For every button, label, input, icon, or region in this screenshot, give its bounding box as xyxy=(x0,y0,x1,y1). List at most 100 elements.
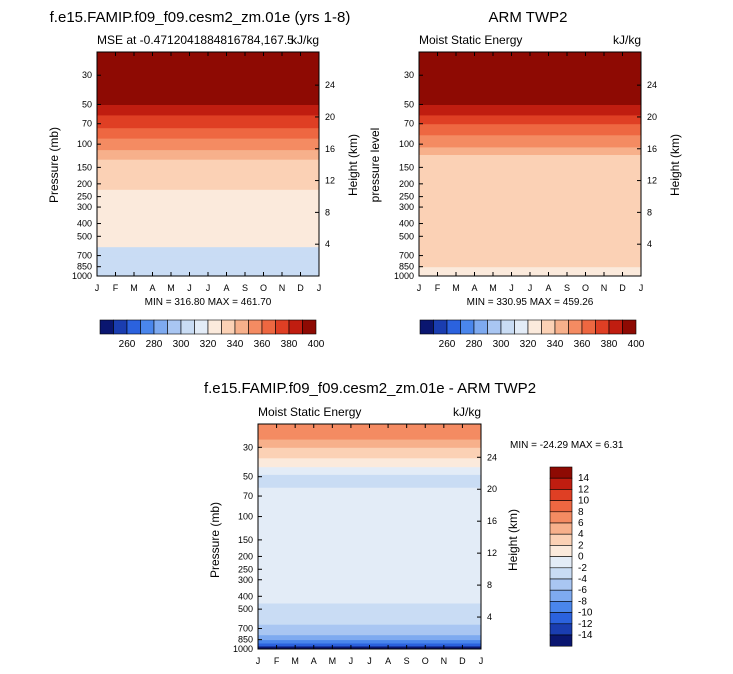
model-panel-minmax: MIN = 316.80 MAX = 461.70 xyxy=(145,297,272,308)
model-month-label: A xyxy=(223,283,229,293)
diff-month-label: J xyxy=(367,656,372,666)
diff-pressure-label: 1000 xyxy=(233,644,253,654)
model-month-label: A xyxy=(149,283,155,293)
colorbar-swatch xyxy=(126,319,141,335)
colorbar-label: -2 xyxy=(578,563,587,574)
obs-month-label: F xyxy=(435,283,441,293)
model-band-330 xyxy=(97,189,319,224)
obs-height-label: 16 xyxy=(647,144,657,154)
colorbar-swatch xyxy=(549,522,573,535)
model-pressure-label: 300 xyxy=(77,202,92,212)
model-band-350 xyxy=(97,149,319,160)
colorbar-swatch xyxy=(113,319,128,335)
model-band-310 xyxy=(97,246,319,257)
diff-band--12 xyxy=(258,642,481,647)
diff-band--4 xyxy=(258,603,481,625)
model-pressure-label: 400 xyxy=(77,219,92,229)
diff-panel-ylabel: Pressure (mb) xyxy=(208,502,222,578)
colorbar-label: 6 xyxy=(578,518,584,529)
colorbar-swatch xyxy=(99,319,114,335)
colorbar-label: 12 xyxy=(578,484,590,495)
obs-height-label: 24 xyxy=(647,80,657,90)
colorbar-swatch xyxy=(581,319,596,335)
model-panel-left-label: MSE at -0.4712041884816784,167.5 xyxy=(97,33,294,47)
colorbar-swatch xyxy=(207,319,222,335)
diff-band-4 xyxy=(258,439,481,448)
diff-band--8 xyxy=(258,634,481,641)
obs-height-label: 20 xyxy=(647,112,657,122)
diff-pressure-label: 850 xyxy=(238,635,253,645)
diff-pressure-label: 50 xyxy=(243,472,253,482)
diff-panel-y2label: Height (km) xyxy=(506,509,520,571)
diff-month-label: D xyxy=(459,656,466,666)
obs-band-350 xyxy=(419,146,641,155)
model-height-label: 4 xyxy=(325,239,330,249)
obs-month-label: A xyxy=(471,283,477,293)
model-height-label: 12 xyxy=(325,176,335,186)
obs-pressure-label: 300 xyxy=(399,202,414,212)
diff-month-label: M xyxy=(329,656,337,666)
obs-month-label: J xyxy=(639,283,644,293)
colorbar-swatch xyxy=(527,319,542,335)
colorbar-swatch xyxy=(608,319,623,335)
diff-pressure-label: 100 xyxy=(238,512,253,522)
colorbar-label: 340 xyxy=(547,339,564,350)
colorbar-label: -10 xyxy=(578,608,593,619)
colorbar-swatch xyxy=(549,556,573,569)
colorbar-swatch xyxy=(549,511,573,524)
colorbar-label: -12 xyxy=(578,619,593,630)
obs-month-label: O xyxy=(582,283,589,293)
colorbar-swatch xyxy=(549,477,573,490)
colorbar-swatch xyxy=(153,319,168,335)
diff-pressure-label: 70 xyxy=(243,491,253,501)
obs-pressure-label: 700 xyxy=(399,251,414,261)
obs-month-label: M xyxy=(452,283,460,293)
diff-height-label: 12 xyxy=(487,548,497,558)
diff-pressure-label: 300 xyxy=(238,575,253,585)
colorbar-swatch xyxy=(541,319,556,335)
obs-height-label: 8 xyxy=(647,207,652,217)
colorbar-swatch xyxy=(288,319,303,335)
diff-pressure-label: 30 xyxy=(243,442,253,452)
obs-panel-minmax: MIN = 330.95 MAX = 459.26 xyxy=(467,297,594,308)
colorbar-label: 380 xyxy=(601,339,618,350)
model-month-label: D xyxy=(297,283,304,293)
obs-panel-title: ARM TWP2 xyxy=(489,9,568,26)
obs-month-label: N xyxy=(601,283,608,293)
model-pressure-label: 200 xyxy=(77,179,92,189)
obs-band-330 xyxy=(419,266,641,271)
obs-pressure-label: 400 xyxy=(399,219,414,229)
diff-height-label: 20 xyxy=(487,484,497,494)
diff-panel-title: f.e15.FAMIP.f09_f09.cesm2_zm.01e - ARM T… xyxy=(204,380,536,397)
colorbar-label: 360 xyxy=(254,339,271,350)
diff-band--2 xyxy=(258,466,481,475)
obs-month-label: J xyxy=(528,283,533,293)
colorbar-label: 4 xyxy=(578,529,584,540)
colorbar-label: 10 xyxy=(578,496,590,507)
model-pressure-label: 50 xyxy=(82,99,92,109)
colorbar-label: 8 xyxy=(578,507,584,518)
diff-height-label: 8 xyxy=(487,580,492,590)
model-month-label: J xyxy=(95,283,100,293)
colorbar-swatch xyxy=(500,319,515,335)
colorbar-swatch xyxy=(549,589,573,602)
model-month-label: F xyxy=(113,283,119,293)
model-pressure-label: 500 xyxy=(77,231,92,241)
diff-pressure-label: 400 xyxy=(238,591,253,601)
model-pressure-label: 70 xyxy=(82,119,92,129)
obs-month-label: D xyxy=(619,283,626,293)
obs-month-label: M xyxy=(489,283,497,293)
obs-pressure-label: 200 xyxy=(399,179,414,189)
diff-pressure-label: 150 xyxy=(238,535,253,545)
colorbar-swatch xyxy=(568,319,583,335)
chart-marks: J F M A M J J A S O N D J305070100150200250300400500… xyxy=(72,51,657,666)
model-pressure-label: 30 xyxy=(82,70,92,80)
colorbar-label: 2 xyxy=(578,540,584,551)
model-height-label: 24 xyxy=(325,80,335,90)
obs-pressure-label: 1000 xyxy=(394,271,414,281)
colorbar-swatch xyxy=(221,319,236,335)
